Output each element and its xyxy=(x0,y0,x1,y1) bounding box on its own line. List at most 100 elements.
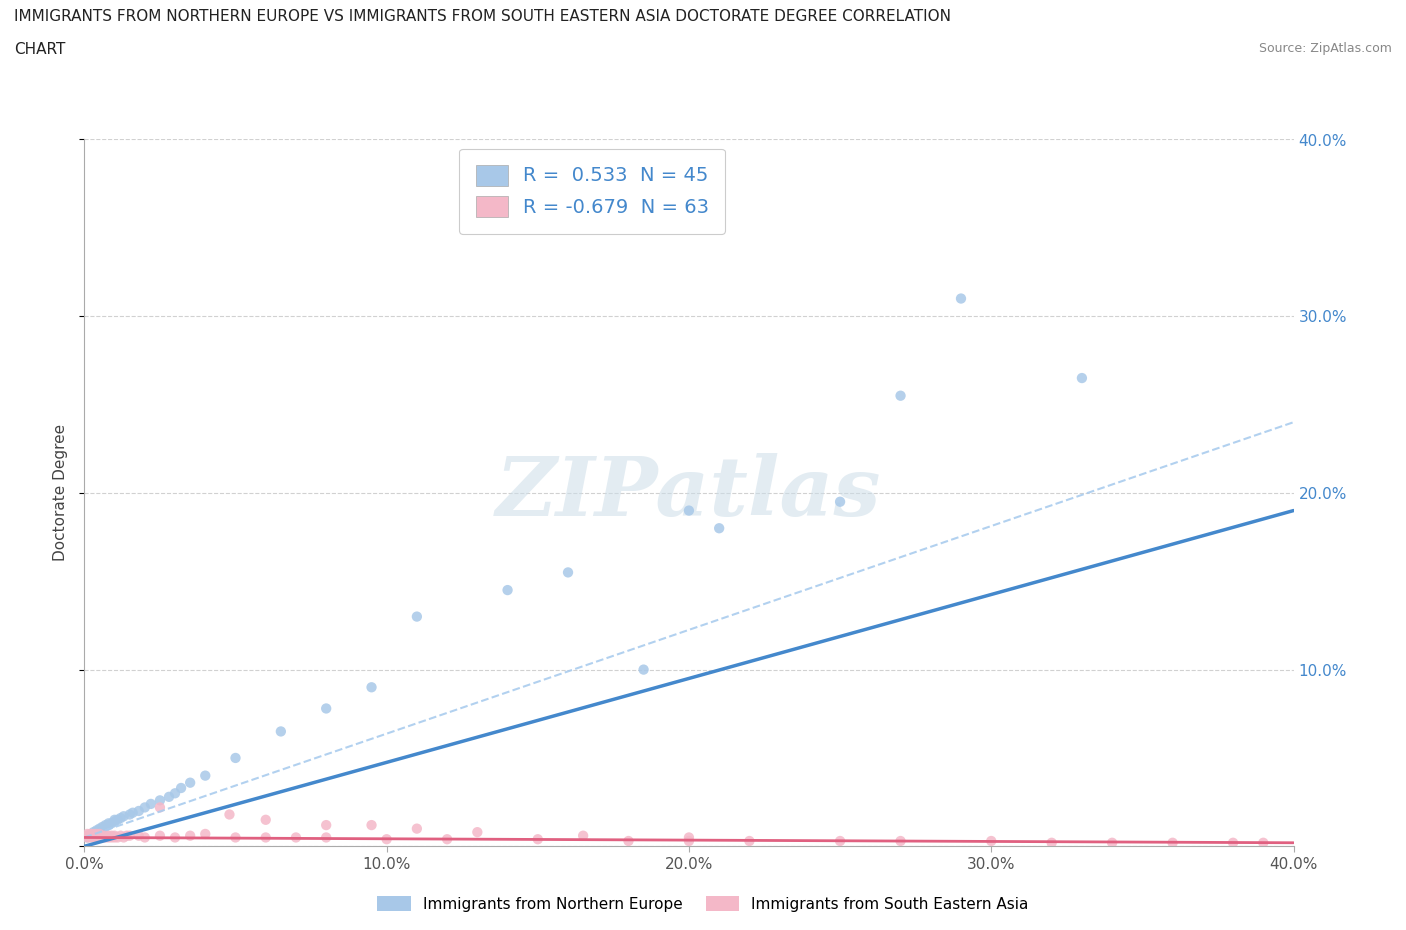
Point xyxy=(890,389,912,404)
Point xyxy=(91,819,114,834)
Point xyxy=(82,827,104,842)
Text: ZIPatlas: ZIPatlas xyxy=(496,453,882,533)
Point xyxy=(194,827,217,842)
Point xyxy=(94,819,117,834)
Point xyxy=(1222,835,1244,850)
Point xyxy=(830,833,852,848)
Point xyxy=(315,830,337,845)
Point xyxy=(97,830,120,845)
Point xyxy=(738,833,761,848)
Point xyxy=(86,829,108,844)
Point xyxy=(709,521,731,536)
Point xyxy=(527,831,550,846)
Point xyxy=(194,768,217,783)
Point xyxy=(315,701,337,716)
Point xyxy=(79,829,101,844)
Point xyxy=(94,829,117,844)
Point xyxy=(118,829,141,844)
Point xyxy=(100,816,122,830)
Point xyxy=(118,807,141,822)
Point xyxy=(110,829,132,844)
Point xyxy=(115,829,138,844)
Text: IMMIGRANTS FROM NORTHERN EUROPE VS IMMIGRANTS FROM SOUTH EASTERN ASIA DOCTORATE : IMMIGRANTS FROM NORTHERN EUROPE VS IMMIG… xyxy=(14,9,950,24)
Point xyxy=(980,833,1002,848)
Point xyxy=(107,813,129,828)
Point xyxy=(76,830,98,845)
Point xyxy=(149,829,172,844)
Point xyxy=(134,830,156,845)
Point xyxy=(94,817,117,832)
Point xyxy=(89,829,111,844)
Point xyxy=(406,821,429,836)
Point xyxy=(360,817,382,832)
Point xyxy=(1040,835,1063,850)
Point xyxy=(97,829,120,844)
Point xyxy=(112,809,135,824)
Point xyxy=(97,816,120,830)
Point xyxy=(97,817,120,832)
Point xyxy=(225,830,247,845)
Point xyxy=(1101,835,1123,850)
Point xyxy=(128,804,150,818)
Point xyxy=(165,830,187,845)
Point xyxy=(91,830,114,845)
Point xyxy=(436,831,458,846)
Point xyxy=(254,830,277,845)
Legend: Immigrants from Northern Europe, Immigrants from South Eastern Asia: Immigrants from Northern Europe, Immigra… xyxy=(371,890,1035,918)
Point xyxy=(86,823,108,838)
Point xyxy=(100,830,122,845)
Point xyxy=(86,827,108,842)
Point xyxy=(950,291,973,306)
Point xyxy=(82,830,104,845)
Point xyxy=(1071,371,1094,386)
Point xyxy=(89,821,111,836)
Point xyxy=(315,817,337,832)
Point xyxy=(89,823,111,838)
Point xyxy=(89,830,111,845)
Point xyxy=(91,829,114,844)
Point xyxy=(104,814,127,829)
Point xyxy=(104,813,127,828)
Legend: R =  0.533  N = 45, R = -0.679  N = 63: R = 0.533 N = 45, R = -0.679 N = 63 xyxy=(460,149,725,233)
Point xyxy=(104,829,127,844)
Point xyxy=(890,833,912,848)
Point xyxy=(572,829,595,844)
Point xyxy=(165,786,187,801)
Point xyxy=(79,830,101,845)
Point xyxy=(557,565,579,580)
Point xyxy=(104,830,127,845)
Point xyxy=(82,825,104,840)
Point xyxy=(89,827,111,842)
Point xyxy=(830,495,852,510)
Point xyxy=(360,680,382,695)
Point xyxy=(86,825,108,840)
Point xyxy=(86,830,108,845)
Point xyxy=(617,833,640,848)
Point xyxy=(94,830,117,845)
Point xyxy=(270,724,292,738)
Point xyxy=(157,790,180,804)
Point xyxy=(633,662,655,677)
Point xyxy=(496,582,519,598)
Text: CHART: CHART xyxy=(14,42,66,57)
Point xyxy=(149,793,172,808)
Point xyxy=(82,829,104,844)
Point xyxy=(91,821,114,836)
Point xyxy=(79,829,101,844)
Point xyxy=(375,831,398,846)
Point xyxy=(139,796,162,811)
Point xyxy=(179,829,201,844)
Point xyxy=(170,780,193,795)
Point xyxy=(79,827,101,842)
Point xyxy=(678,830,700,845)
Point xyxy=(110,811,132,826)
Point xyxy=(134,800,156,815)
Y-axis label: Doctorate Degree: Doctorate Degree xyxy=(53,424,69,562)
Point xyxy=(149,800,172,815)
Point xyxy=(100,829,122,844)
Point xyxy=(678,833,700,848)
Point xyxy=(76,830,98,845)
Point xyxy=(107,830,129,845)
Point xyxy=(76,829,98,844)
Text: Source: ZipAtlas.com: Source: ZipAtlas.com xyxy=(1258,42,1392,55)
